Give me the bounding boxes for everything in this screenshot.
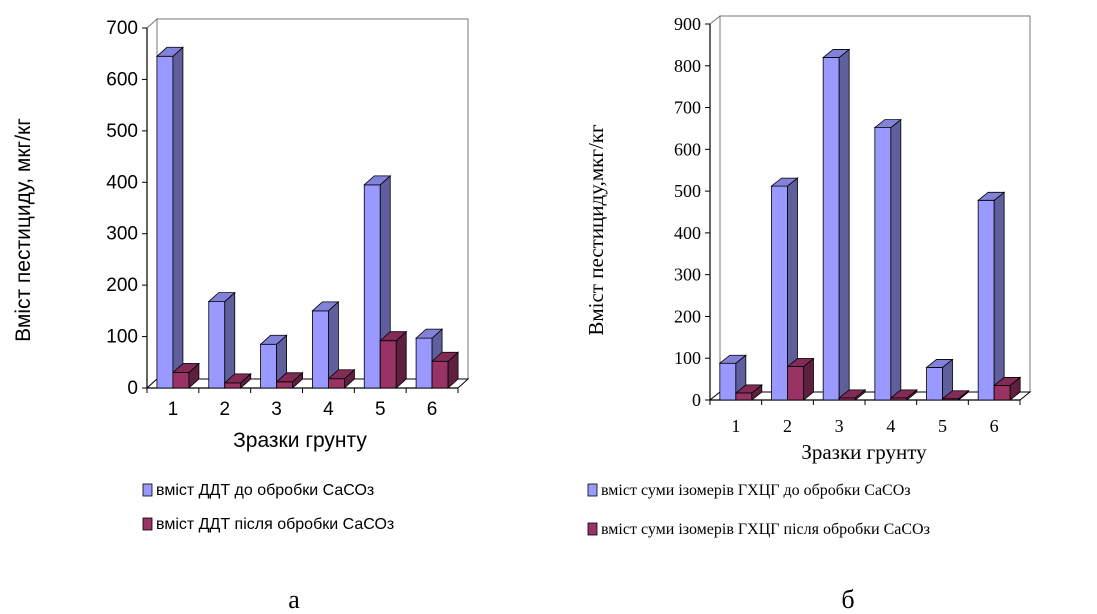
chart-b-category-label: 2 (783, 416, 792, 436)
chart-b-y-tick-label: 900 (674, 14, 701, 34)
chart-b: Вміст пестициду,мкг/кг Зразки грунту вмі… (584, 14, 1032, 614)
chart-a-x-axis-label: Зразки грунту (233, 429, 367, 452)
chart-a-y-tick-label: 700 (106, 18, 138, 39)
chart-b-y-axis-label: Вміст пестициду,мкг/кг (584, 124, 608, 336)
chart-b-category-label: 4 (886, 416, 895, 436)
chart-b-bar-s2-c2 (786, 357, 815, 401)
chart-a-bar-s2-c3 (275, 371, 304, 389)
chart-b-legend-label-1: вміст суми ізомерів ГХЦГ до обробки СаСО… (601, 482, 911, 499)
chart-a-category-label: 3 (271, 399, 282, 420)
chart-b-bar-s2-c1 (734, 384, 763, 401)
chart-b-bar-s2-c3 (838, 389, 867, 401)
chart-a-y-tick-label: 600 (106, 69, 138, 90)
chart-a-bar-s1-c1 (155, 46, 184, 389)
chart-a-category-label: 5 (375, 399, 386, 420)
chart-b-panel-label: б (841, 585, 854, 614)
chart-a: Вміст пестициду, мкг/кг Зразки грунту вм… (12, 17, 470, 614)
chart-a-side-wall (146, 17, 158, 390)
chart-b-bar-s2-c6 (993, 376, 1022, 401)
chart-b-category-label: 6 (990, 416, 999, 436)
chart-b-y-tick-label: 200 (674, 306, 701, 326)
chart-a-category-label: 6 (427, 399, 438, 420)
chart-b-bar-s1-c3 (822, 48, 851, 401)
chart-b-y-tick-label: 400 (674, 223, 701, 243)
chart-a-category-label: 2 (219, 399, 230, 420)
chart-a-legend-swatch-2 (142, 517, 153, 531)
chart-b-bar-s1-c1 (718, 354, 747, 401)
chart-a-bar-s2-c1 (171, 362, 200, 389)
chart-b-y-tick-label: 600 (674, 139, 701, 159)
chart-a-bar-s1-c4 (311, 300, 340, 389)
chart-b-legend-swatch-1 (587, 483, 598, 497)
chart-b-side-wall (709, 14, 721, 402)
chart-a-legend-swatch-1 (142, 483, 153, 497)
chart-a-bar-s2-c2 (223, 372, 252, 389)
chart-b-y-tick-label: 700 (674, 98, 701, 118)
chart-a-y-axis-label: Вміст пестициду, мкг/кг (12, 118, 35, 342)
chart-b-category-label: 1 (731, 416, 740, 436)
chart-b-category-label: 5 (938, 416, 947, 436)
chart-a-y-tick-label: 300 (106, 224, 138, 245)
chart-b-bar-s2-c4 (889, 389, 918, 401)
chart-a-bar-s1-c2 (207, 291, 236, 389)
chart-b-bar-s1-c6 (977, 191, 1006, 401)
chart-b-bar-s1-c4 (873, 118, 902, 401)
chart-b-y-tick-label: 300 (674, 265, 701, 285)
chart-a-bar-s1-c3 (259, 334, 288, 389)
chart-a-y-tick-label: 500 (106, 121, 138, 142)
chart-a-y-tick-label: 0 (127, 378, 138, 399)
chart-a-bar-s2-c4 (327, 368, 356, 389)
chart-a-bar-s2-c6 (431, 351, 460, 389)
chart-a-legend-label-1: вміст ДДТ до обробки СаСОз (156, 482, 374, 499)
chart-a-bar-s2-c5 (379, 330, 408, 389)
chart-a-y-tick-label: 200 (106, 275, 138, 296)
chart-b-legend-swatch-2 (587, 522, 598, 536)
chart-b-category-label: 3 (835, 416, 844, 436)
chart-b-bar-s1-c2 (770, 177, 799, 401)
chart-b-y-tick-label: 0 (692, 390, 701, 410)
chart-b-bar-s1-c5 (925, 358, 954, 401)
chart-a-panel-label: а (288, 585, 300, 614)
chart-b-x-axis-label: Зразки грунту (801, 440, 927, 464)
chart-b-y-tick-label: 500 (674, 181, 701, 201)
chart-b-y-tick-label: 100 (674, 348, 701, 368)
chart-a-legend-label-2: вміст ДДТ після обробки СаСОз (156, 516, 394, 533)
chart-a-y-tick-label: 400 (106, 172, 138, 193)
chart-a-category-label: 1 (168, 399, 179, 420)
chart-b-bar-s2-c5 (941, 389, 970, 401)
chart-a-y-tick-label: 100 (106, 327, 138, 348)
chart-b-legend-label-2: вміст суми ізомерів ГХЦГ після обробки С… (601, 521, 930, 538)
chart-b-y-tick-label: 800 (674, 56, 701, 76)
chart-a-category-label: 4 (323, 399, 334, 420)
